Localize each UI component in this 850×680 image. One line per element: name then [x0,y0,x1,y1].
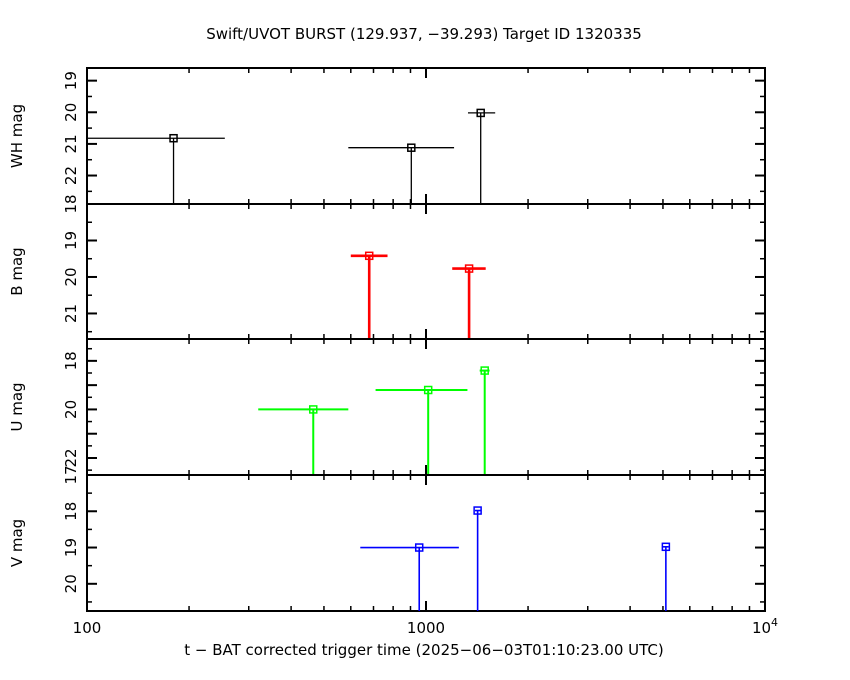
data-point-b-1 [350,251,388,339]
data-point-wh-2 [348,143,455,204]
y-tick-label-b: 21 [62,304,80,323]
y-axis-title-v: V mag [8,519,26,567]
point-marker [414,543,424,552]
x-axis-title: t − BAT corrected trigger time (2025−06−… [184,641,664,659]
panel-frame-b [86,203,766,340]
y-tick-label-v: 18 [62,502,80,521]
y-tick-label-b: 20 [62,267,80,286]
y-tick-label-u: 18 [62,351,80,370]
y-tick-label-wh: 21 [62,134,80,153]
y-tick-label-wh: 22 [62,166,80,185]
data-point-u-3 [479,366,490,475]
y-axis-title-u: U mag [8,382,26,431]
y-axis-title-b: B mag [8,247,26,295]
x-tick-label: 100 [73,619,102,637]
y-tick-label-wh: 20 [62,103,80,122]
panel-u: 18 20 22 U mag [8,338,766,476]
panel-wh: 19 20 21 22 WH mag [8,67,766,205]
point-marker [364,251,374,261]
panel-frame-wh [86,67,766,205]
point-marker [464,264,474,273]
x-tick-label: 1000 [407,619,445,637]
chart-title: Swift/UVOT BURST (129.937, −39.293) Targ… [206,25,642,43]
data-point-wh-3 [467,108,496,204]
y-tick-label-u: 22 [62,448,80,467]
data-point-u-2 [375,385,468,475]
y-axis-title-wh: WH mag [8,104,26,168]
y-tick-label-b: 19 [62,231,80,250]
point-marker [423,385,433,395]
y-tick-label-v: 17 [62,465,80,484]
data-point-v-2 [473,506,482,611]
data-point-v-1 [360,543,459,611]
y-tick-label-v: 20 [62,574,80,593]
panel-b: 18 19 20 21 B mag [8,194,766,340]
data-point-b-2 [452,264,486,339]
y-tick-label-wh: 19 [62,71,80,90]
data-point-u-1 [258,405,349,475]
point-marker [661,542,671,552]
point-marker [480,366,489,375]
panels-group: 19 20 21 22 WH mag 18 19 20 21 B mag 18 20 22 U mag 17… [8,67,766,612]
panel-v: 17 18 19 20 V mag [8,465,766,612]
x-tick-labels: 100 1000 104 [73,616,778,637]
y-tick-label-v: 19 [62,538,80,557]
y-tick-label-u: 20 [62,400,80,419]
point-marker [309,405,318,414]
point-marker [407,143,416,152]
point-marker [473,506,482,515]
data-point-wh-1 [87,133,225,204]
point-marker [476,108,485,118]
y-tick-label-b: 18 [62,194,80,213]
data-point-v-3 [661,542,671,611]
panel-frame-u [86,338,766,476]
x-tick-label: 104 [752,616,778,637]
point-marker [169,133,178,143]
